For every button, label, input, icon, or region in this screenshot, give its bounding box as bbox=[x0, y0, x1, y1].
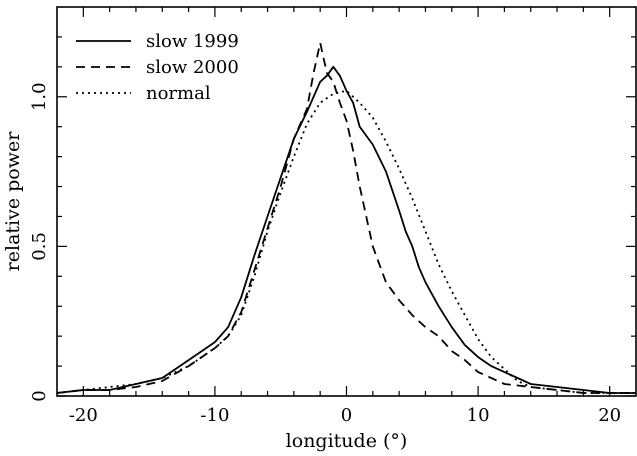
legend-label-3: normal bbox=[146, 83, 211, 104]
series-line-2 bbox=[56, 42, 636, 394]
series-group bbox=[56, 42, 636, 394]
legend-label-1: slow 1999 bbox=[146, 31, 239, 52]
legend-label-2: slow 2000 bbox=[146, 57, 239, 78]
plot-frame bbox=[56, 6, 637, 397]
x-axis-label: longitude (°) bbox=[286, 430, 408, 452]
legend: slow 1999 slow 2000 normal bbox=[76, 31, 239, 104]
y-tick-label: 0 bbox=[29, 390, 50, 401]
series-line-3 bbox=[56, 89, 636, 394]
x-tick-label: 0 bbox=[341, 405, 352, 426]
y-tick-label: 0.5 bbox=[29, 232, 50, 261]
plot-area: -20 -10 0 10 20 0 0.5 1.0 slow 1999 slow 2000 nor… bbox=[29, 6, 637, 426]
x-tick-label: 20 bbox=[598, 405, 621, 426]
x-tick-label: -20 bbox=[69, 405, 98, 426]
series-line-1 bbox=[56, 65, 636, 394]
y-tick-label: 1.0 bbox=[29, 82, 50, 111]
axis-ticks: -20 -10 0 10 20 0 0.5 1.0 bbox=[29, 7, 636, 426]
y-axis-label: relative power bbox=[2, 131, 24, 272]
x-tick-label: 10 bbox=[467, 405, 490, 426]
x-tick-label: -10 bbox=[200, 405, 229, 426]
